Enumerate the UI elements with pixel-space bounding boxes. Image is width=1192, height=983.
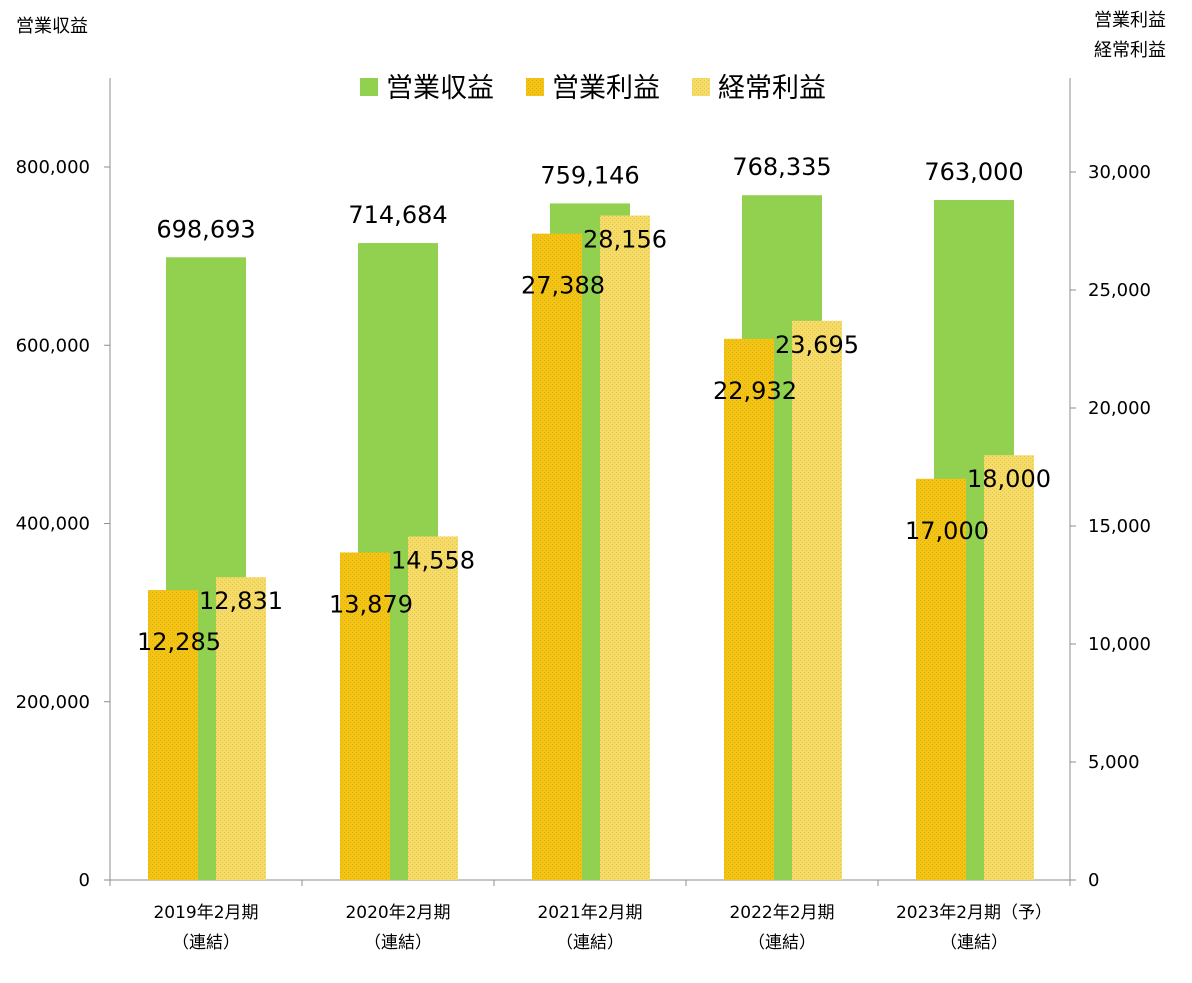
bar-operating-profit <box>148 590 198 880</box>
right-tick-label: 0 <box>1088 870 1099 891</box>
label-operating-profit: 27,388 <box>521 272 605 300</box>
bar-ordinary-profit <box>600 215 650 880</box>
bar-ordinary-profit <box>984 455 1034 880</box>
category-label: 2023年2月期（予） <box>896 903 1052 923</box>
label-operating-profit: 12,285 <box>137 628 221 656</box>
label-ordinary-profit: 14,558 <box>391 546 475 574</box>
label-ordinary-profit: 28,156 <box>583 226 667 254</box>
legend-swatch <box>526 78 544 96</box>
label-operating-revenue: 714,684 <box>348 201 447 229</box>
label-operating-profit: 13,879 <box>329 590 413 618</box>
right-tick-label: 30,000 <box>1088 162 1151 183</box>
left-tick-label: 800,000 <box>16 157 90 178</box>
legend-swatch <box>360 78 378 96</box>
bar-operating-profit <box>340 552 390 880</box>
legend-label: 営業収益 <box>386 73 494 104</box>
label-ordinary-profit: 18,000 <box>967 465 1051 493</box>
bar-operating-profit <box>532 233 582 881</box>
bar-ordinary-profit <box>792 320 842 881</box>
right-axis-title-line-2: 経常利益 <box>1094 40 1166 61</box>
category-label: （連結） <box>940 933 1008 953</box>
label-ordinary-profit: 23,695 <box>775 331 859 359</box>
left-tick-label: 600,000 <box>16 335 90 356</box>
category-labels: 2019年2月期 （連結） 2020年2月期 （連結） 2021年2月期 （連結） 2022… <box>153 903 1052 953</box>
label-ordinary-profit: 12,831 <box>199 587 283 615</box>
category-label: （連結） <box>172 933 240 953</box>
category-label: 2022年2月期 <box>729 903 834 923</box>
label-operating-profit: 17,000 <box>905 517 989 545</box>
category-label: （連結） <box>556 933 624 953</box>
label-operating-revenue: 698,693 <box>156 215 255 243</box>
legend-swatch <box>692 78 710 96</box>
category-label: 2019年2月期 <box>153 903 258 923</box>
label-operating-revenue: 763,000 <box>924 158 1023 186</box>
bar-ordinary-profit <box>408 536 458 880</box>
label-operating-revenue: 759,146 <box>540 161 639 189</box>
legend-label: 営業利益 <box>552 73 660 104</box>
right-axis-title-line-1: 営業利益 <box>1094 10 1166 31</box>
left-tick-label: 200,000 <box>16 692 90 713</box>
bar-operating-profit <box>724 338 774 880</box>
left-tick-label: 0 <box>79 870 90 891</box>
left-axis-title: 営業収益 <box>16 16 88 37</box>
label-operating-profit: 22,932 <box>713 377 797 405</box>
data-labels: 698,693 12,285 12,831 714,684 13,879 14,558 75… <box>137 153 1051 656</box>
right-tick-label: 5,000 <box>1088 752 1140 773</box>
axes: 0 200,000 400,000 600,000 800,000 0 5,000 10,00… <box>16 78 1151 891</box>
category-label: 2020年2月期 <box>345 903 450 923</box>
category-label: 2021年2月期 <box>537 903 642 923</box>
left-tick-label: 400,000 <box>16 514 90 535</box>
right-tick-label: 20,000 <box>1088 398 1151 419</box>
bar-ordinary-profit <box>216 577 266 880</box>
bar-operating-profit <box>916 478 966 880</box>
category-label: （連結） <box>364 933 432 953</box>
category-label: （連結） <box>748 933 816 953</box>
legend-label: 経常利益 <box>718 73 826 104</box>
right-tick-label: 25,000 <box>1088 280 1151 301</box>
label-operating-revenue: 768,335 <box>732 153 831 181</box>
right-tick-label: 15,000 <box>1088 516 1151 537</box>
right-tick-label: 10,000 <box>1088 634 1151 655</box>
legend: 営業収益 営業利益 経常利益 <box>360 73 826 104</box>
bars <box>148 195 1034 881</box>
